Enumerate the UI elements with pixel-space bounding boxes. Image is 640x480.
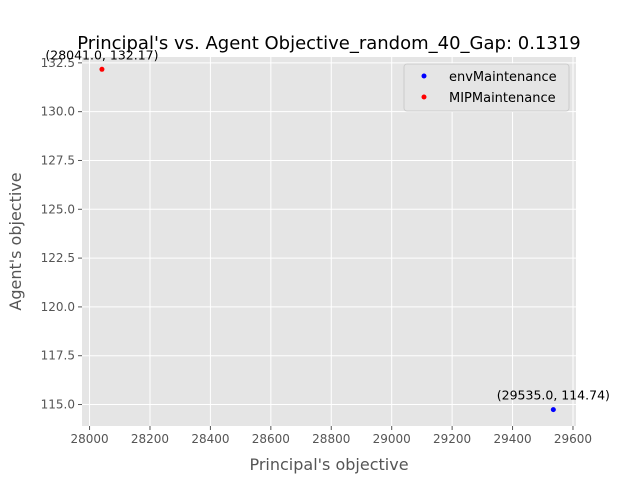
x-tick-label: 28400 bbox=[191, 432, 229, 446]
y-tick-label: 120.0 bbox=[41, 300, 75, 314]
point-annotations: (29535.0, 114.74) (28041.0, 132.17) bbox=[45, 47, 610, 402]
x-tick-label: 28200 bbox=[131, 432, 169, 446]
x-tick-label: 29400 bbox=[493, 432, 531, 446]
y-tick-label: 132.5 bbox=[41, 56, 75, 70]
x-tick-label: 29200 bbox=[433, 432, 471, 446]
data-point bbox=[99, 66, 105, 72]
y-tick-label: 115.0 bbox=[41, 398, 75, 412]
legend-label: envMaintenance bbox=[449, 70, 557, 85]
legend-marker bbox=[421, 73, 427, 79]
y-axis-label: Agent's objective bbox=[6, 172, 25, 310]
x-tick-label: 28800 bbox=[312, 432, 350, 446]
data-point bbox=[550, 407, 556, 413]
x-tick-label: 29000 bbox=[373, 432, 411, 446]
y-tick-label: 127.5 bbox=[41, 153, 75, 167]
x-tick-label: 28000 bbox=[70, 432, 108, 446]
legend-box bbox=[403, 63, 570, 112]
plot-area bbox=[82, 57, 576, 426]
chart-title: Principal's vs. Agent Objective_random_4… bbox=[77, 33, 580, 54]
legend-label: MIPMaintenance bbox=[449, 91, 556, 106]
y-axis-ticks: 115.0 117.5 120.0 122.5 125.0 127.5 130.0 132.5 bbox=[41, 56, 82, 412]
legend: envMaintenance MIPMaintenance bbox=[403, 63, 570, 112]
y-tick-label: 125.0 bbox=[41, 202, 75, 216]
x-tick-label: 29600 bbox=[554, 432, 592, 446]
point-annotation: (28041.0, 132.17) bbox=[45, 47, 158, 62]
y-tick-label: 130.0 bbox=[41, 105, 75, 119]
data-points bbox=[99, 66, 556, 413]
x-axis-ticks: 28000 28200 28400 28600 28800 29000 29200 29400… bbox=[70, 426, 592, 446]
point-annotation: (29535.0, 114.74) bbox=[497, 388, 610, 403]
gridlines bbox=[82, 57, 576, 426]
x-axis-label: Principal's objective bbox=[249, 455, 408, 474]
x-tick-label: 28600 bbox=[252, 432, 290, 446]
y-tick-label: 117.5 bbox=[41, 349, 75, 363]
y-tick-label: 122.5 bbox=[41, 251, 75, 265]
legend-marker bbox=[421, 94, 427, 100]
